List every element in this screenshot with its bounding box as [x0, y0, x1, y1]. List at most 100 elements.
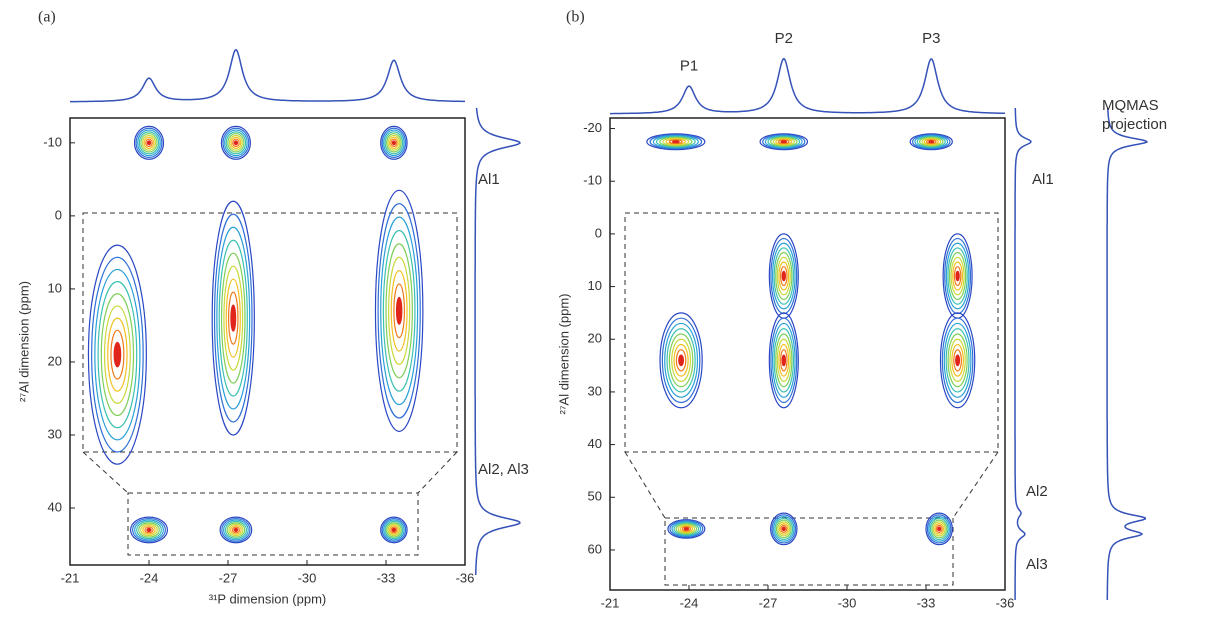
contour [233, 140, 239, 146]
contour [134, 519, 164, 541]
contour [213, 213, 253, 423]
contour [227, 291, 239, 345]
contour [146, 527, 152, 532]
y-tick-label: 20 [48, 353, 62, 368]
contour [137, 129, 161, 157]
contour [953, 349, 963, 372]
contour [776, 338, 791, 382]
contour [223, 265, 244, 371]
contour [391, 527, 396, 532]
contour [141, 134, 157, 151]
contour [225, 278, 241, 358]
contour [384, 520, 404, 540]
contour [380, 125, 408, 160]
contour [669, 520, 704, 538]
contour [955, 354, 961, 367]
x-tick-label: -21 [61, 570, 80, 585]
contour [934, 523, 945, 535]
contour [771, 514, 797, 544]
contour [937, 526, 942, 532]
contour [377, 203, 421, 419]
contour [780, 524, 788, 534]
contour [382, 229, 416, 392]
contour [220, 125, 251, 160]
projection-trace [610, 57, 1005, 115]
contour [374, 189, 424, 432]
contour [776, 256, 791, 296]
contour [671, 521, 702, 537]
contour [230, 136, 242, 149]
contour [144, 526, 154, 534]
contour [775, 138, 793, 145]
contour [668, 139, 683, 145]
contour [953, 266, 962, 287]
contour [230, 304, 237, 332]
peak-label: P2 [775, 30, 793, 47]
contour [683, 527, 690, 531]
annotation: Al1 [478, 171, 500, 188]
contour [668, 333, 694, 388]
x-tick-label: -21 [601, 595, 620, 610]
contour [772, 137, 795, 146]
contour [380, 516, 408, 544]
contour [759, 133, 809, 151]
contour [387, 134, 401, 151]
contour [140, 133, 158, 153]
contour [951, 343, 964, 377]
peak-label: P1 [680, 57, 698, 74]
x-axis-label: ³¹P dimension (ppm) [749, 616, 867, 618]
x-tick-label: -30 [298, 570, 317, 585]
contour [770, 317, 798, 404]
y-tick-label: -10 [583, 173, 602, 188]
contour [107, 317, 128, 392]
contour [671, 338, 692, 382]
annotation: Al2, Al3 [478, 461, 529, 478]
contour [679, 525, 694, 533]
contour [773, 247, 795, 305]
contour [211, 200, 255, 436]
contour [673, 343, 689, 377]
contour [945, 242, 970, 310]
contour [775, 519, 792, 539]
connector [417, 451, 458, 494]
connector [82, 451, 129, 494]
projection-trace [70, 48, 465, 103]
contour [929, 517, 949, 541]
contour [952, 261, 964, 291]
contour [666, 328, 696, 393]
contour [231, 526, 241, 534]
contour [143, 136, 155, 149]
x-tick-label: -33 [377, 570, 396, 585]
region-box [624, 212, 999, 453]
y-tick-label: 30 [48, 426, 62, 441]
connector [952, 451, 999, 519]
contour [777, 521, 791, 537]
contour [678, 354, 685, 367]
contour [391, 140, 396, 146]
annotation: Al1 [1032, 171, 1054, 188]
contour [390, 138, 398, 148]
contour [780, 140, 788, 144]
contour [113, 341, 122, 368]
contour [228, 523, 244, 537]
contour [774, 517, 794, 541]
contour [778, 261, 790, 291]
contour [387, 523, 401, 537]
plot-frame [69, 117, 466, 566]
contour [949, 338, 966, 382]
contour [941, 317, 974, 404]
contour [383, 519, 405, 541]
y-axis-label: ²⁷Al dimension (ppm) [16, 281, 31, 402]
contour [219, 516, 253, 544]
contour [918, 136, 944, 147]
contour [649, 134, 703, 150]
x-tick-label: -36 [996, 595, 1015, 610]
contour [146, 140, 152, 146]
contour [380, 216, 419, 406]
y-tick-label: 40 [48, 499, 62, 514]
contour [133, 125, 165, 160]
contour [227, 133, 245, 153]
y-tick-label: -10 [43, 134, 62, 149]
contour [388, 136, 399, 149]
